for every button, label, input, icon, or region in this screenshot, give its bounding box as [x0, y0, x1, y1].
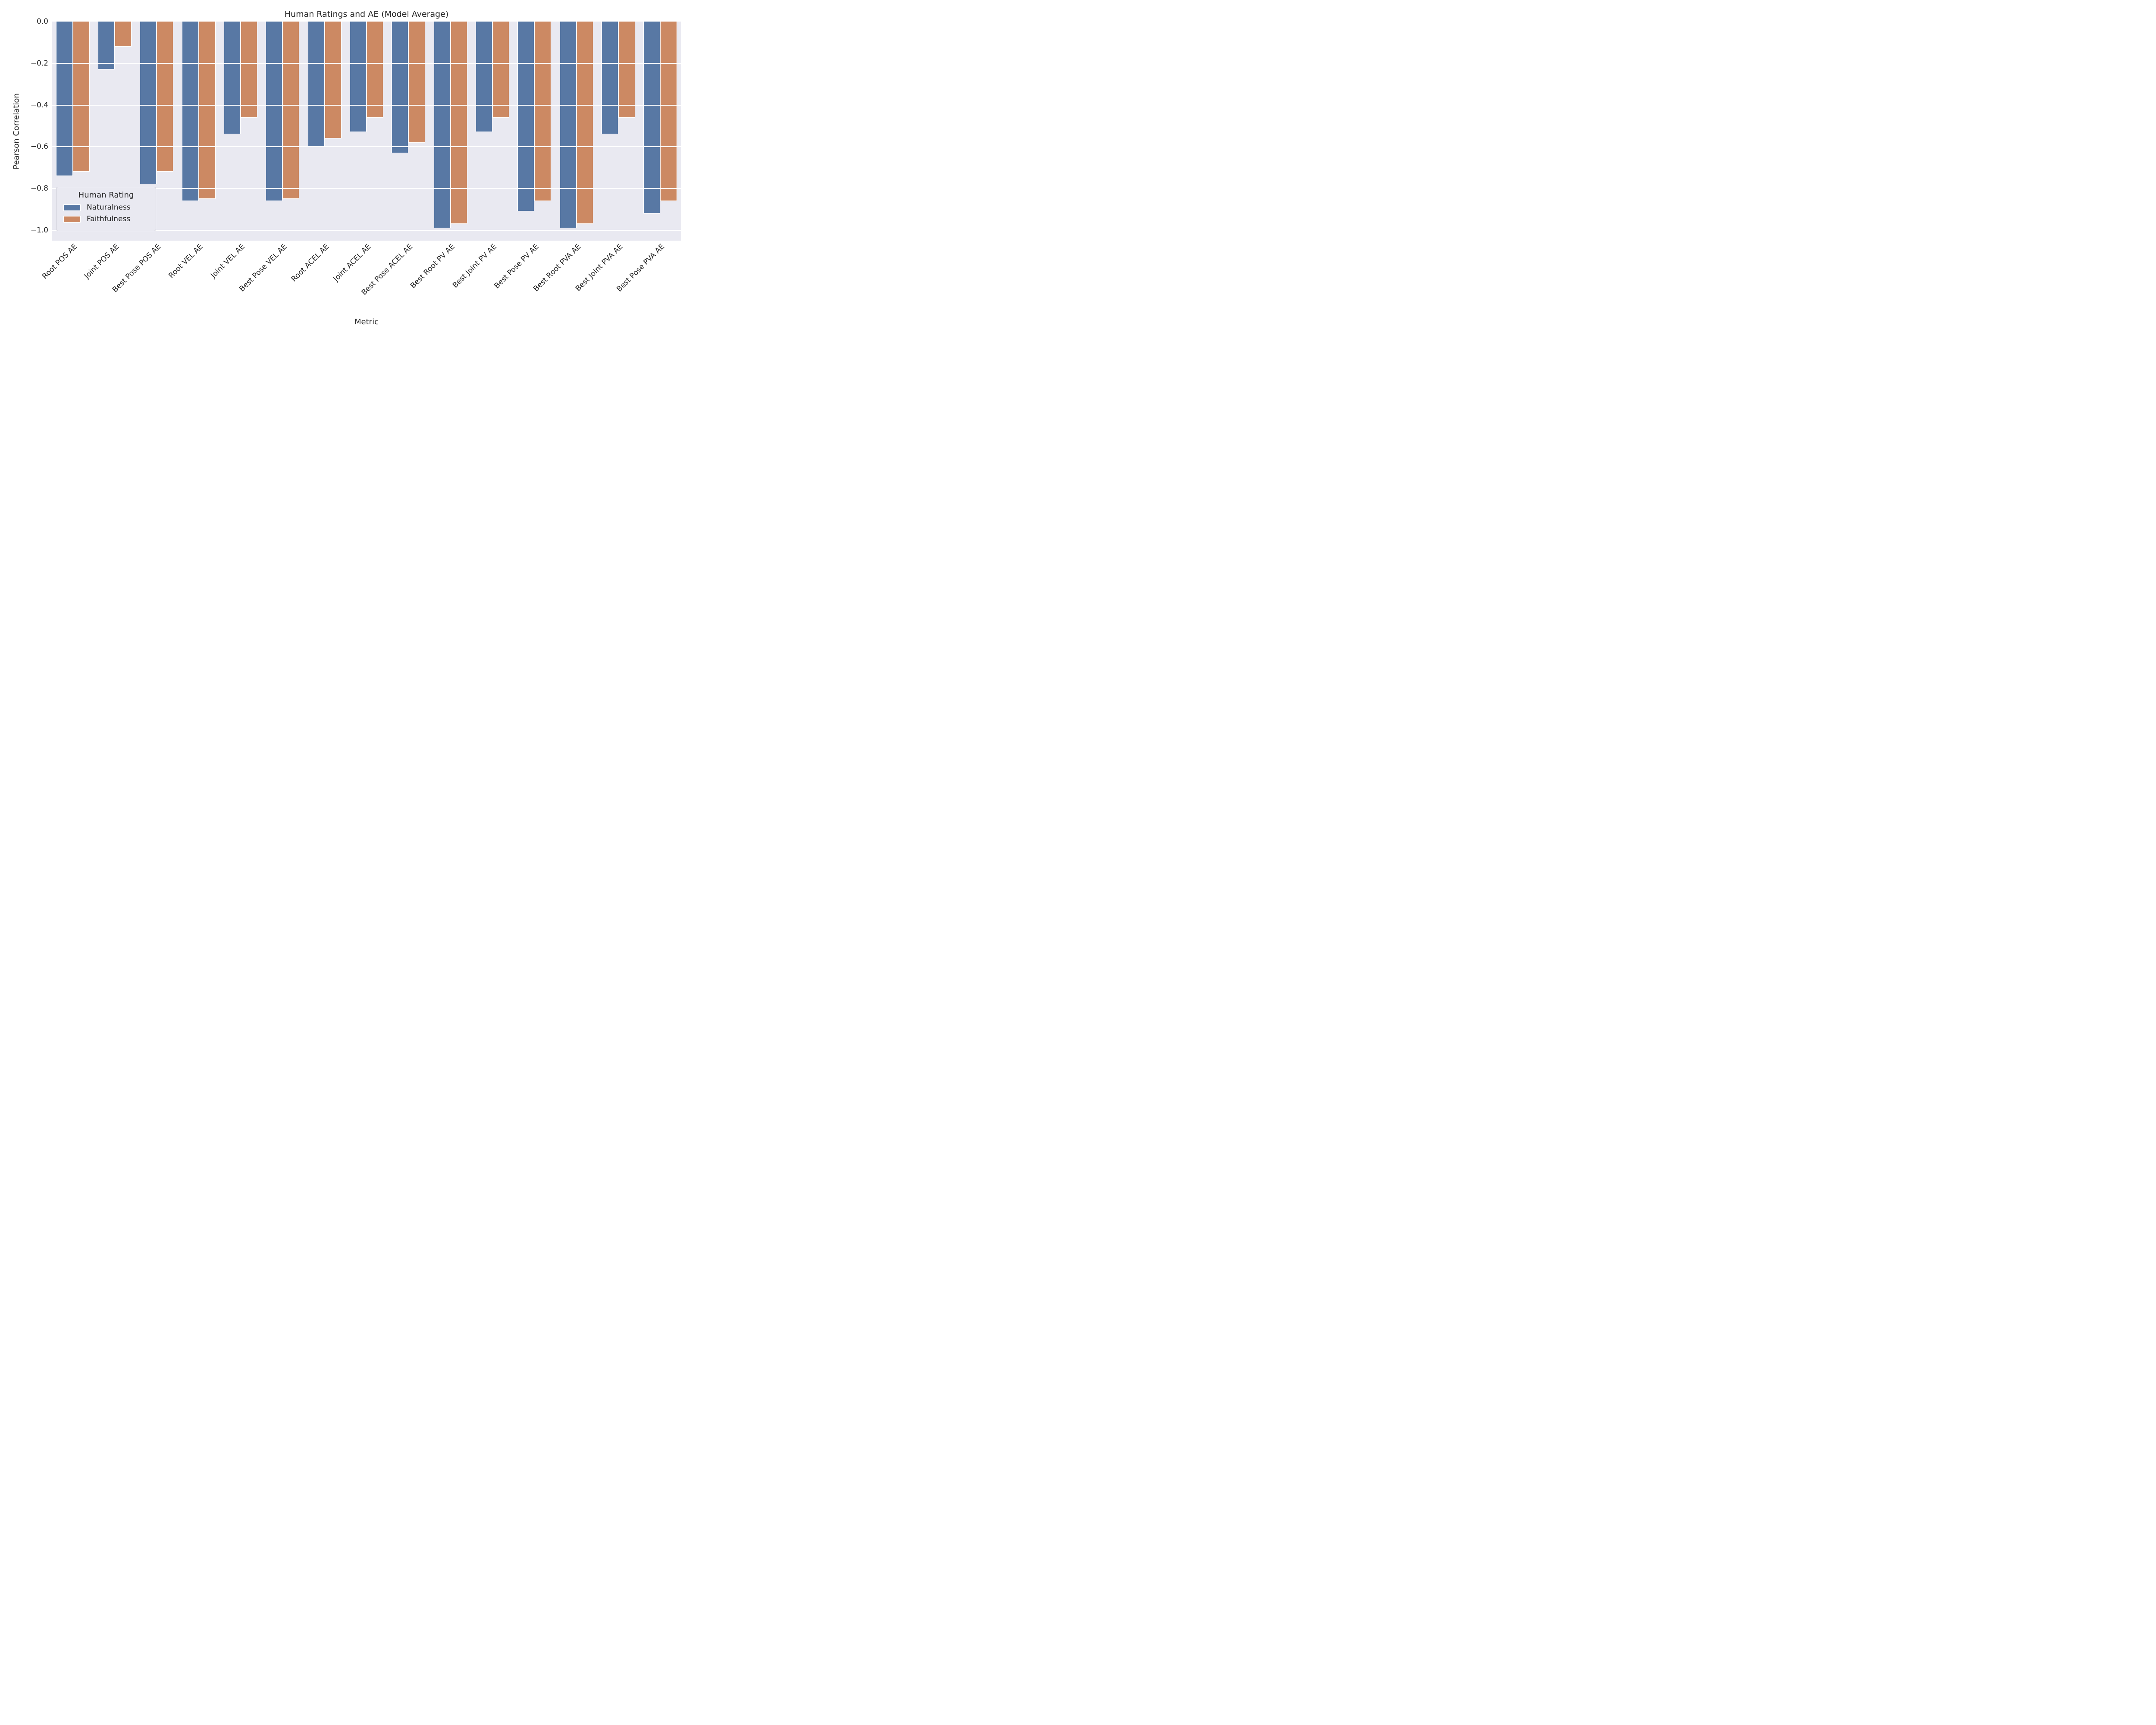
bar-naturalness-joint-vel-ae [224, 22, 241, 135]
bar-faithfulness-root-pos-ae [72, 22, 90, 172]
legend-label: Naturalness [87, 203, 131, 212]
bar-naturalness-best-pose-acel-ae [392, 22, 409, 153]
bar-faithfulness-best-root-pv-ae [450, 22, 467, 224]
bar-naturalness-joint-pos-ae [98, 22, 115, 70]
bar-naturalness-best-pose-pv-ae [517, 22, 535, 212]
bar-group-joint-vel-ae [219, 22, 261, 241]
y-axis-label: Pearson Correlation [12, 93, 21, 169]
bar-faithfulness-root-acel-ae [324, 22, 342, 138]
x-tick-label-root-acel-ae: Root ACEL AE [289, 242, 331, 284]
bar-group-best-root-pv-ae [429, 22, 471, 241]
bar-group-best-pose-vel-ae [262, 22, 304, 241]
gridline-y--0.8 [52, 188, 681, 189]
bar-faithfulness-joint-vel-ae [240, 22, 257, 118]
bar-group-best-pose-acel-ae [388, 22, 429, 241]
legend-swatch-faithfulness [63, 216, 81, 223]
bar-naturalness-best-joint-pv-ae [476, 22, 492, 132]
bar-faithfulness-best-pose-pos-ae [157, 22, 174, 172]
bar-faithfulness-joint-pos-ae [114, 22, 132, 47]
bar-groups [52, 22, 681, 241]
y-tick-label: −0.6 [30, 142, 48, 151]
x-tick-label-best-pose-pv-ae: Best Pose PV AE [492, 242, 541, 291]
bar-faithfulness-best-joint-pva-ae [618, 22, 635, 118]
bar-group-joint-acel-ae [345, 22, 387, 241]
bar-group-root-acel-ae [304, 22, 345, 241]
x-tick-label-best-pose-vel-ae: Best Pose VEL AE [238, 242, 289, 294]
gridline-y--0.6 [52, 146, 681, 147]
chart-title: Human Ratings and AE (Model Average) [284, 9, 449, 19]
bar-naturalness-best-pose-pos-ae [140, 22, 157, 185]
bar-group-best-root-pva-ae [555, 22, 597, 241]
bar-group-joint-pos-ae [94, 22, 135, 241]
legend-entry-naturalness: Naturalness [63, 203, 151, 212]
bar-naturalness-root-vel-ae [182, 22, 199, 201]
y-tick-label: −0.2 [30, 59, 48, 68]
x-tick-label-root-pos-ae: Root POS AE [40, 242, 79, 281]
bar-faithfulness-best-pose-acel-ae [408, 22, 426, 143]
bar-faithfulness-best-joint-pv-ae [492, 22, 509, 118]
bar-group-best-pose-pv-ae [514, 22, 555, 241]
legend: Human Rating Naturalness Faithfulness [56, 187, 156, 231]
bar-naturalness-joint-acel-ae [350, 22, 367, 132]
bar-group-best-pose-pva-ae [639, 22, 681, 241]
plot-area [52, 22, 681, 241]
bar-faithfulness-root-vel-ae [198, 22, 216, 199]
bar-faithfulness-best-root-pva-ae [576, 22, 593, 224]
legend-label: Faithfulness [87, 215, 131, 223]
bar-naturalness-root-pos-ae [56, 22, 73, 176]
bar-naturalness-best-pose-pva-ae [643, 22, 661, 214]
bar-naturalness-best-root-pva-ae [559, 22, 577, 228]
bar-naturalness-root-acel-ae [307, 22, 325, 147]
legend-entry-faithfulness: Faithfulness [63, 215, 151, 223]
bar-group-best-joint-pva-ae [597, 22, 639, 241]
x-axis-label: Metric [354, 317, 379, 326]
bar-naturalness-best-joint-pva-ae [601, 22, 618, 135]
x-tick-label-root-vel-ae: Root VEL AE [167, 242, 205, 280]
bar-group-root-vel-ae [178, 22, 219, 241]
x-tick-label-joint-vel-ae: Joint VEL AE [209, 242, 247, 280]
gridline-y--0.4 [52, 104, 681, 106]
x-tick-label-best-root-pv-ae: Best Root PV AE [409, 242, 457, 290]
gridline-y--1 [52, 229, 681, 231]
legend-entries: Naturalness Faithfulness [61, 203, 151, 223]
legend-swatch-naturalness [63, 204, 81, 211]
x-tick-label-joint-pos-ae: Joint POS AE [82, 242, 121, 281]
y-tick-label: −1.0 [30, 226, 48, 235]
bar-naturalness-best-root-pv-ae [433, 22, 451, 228]
legend-title: Human Rating [78, 191, 134, 200]
bar-faithfulness-best-pose-pv-ae [534, 22, 552, 201]
x-tick-label-best-joint-pv-ae: Best Joint PV AE [451, 242, 499, 290]
x-tick-label-joint-acel-ae: Joint ACEL AE [332, 242, 373, 283]
bar-faithfulness-best-pose-pva-ae [660, 22, 677, 201]
bar-group-best-joint-pv-ae [471, 22, 513, 241]
y-tick-label: 0.0 [36, 17, 48, 26]
y-tick-label: −0.8 [30, 184, 48, 193]
bar-naturalness-best-pose-vel-ae [266, 22, 283, 201]
x-tick-labels: Root POS AE Joint POS AE Best Pose POS AE R… [41, 242, 681, 320]
bar-faithfulness-joint-acel-ae [366, 22, 383, 118]
gridline-y--0.2 [52, 63, 681, 64]
y-tick-label: −0.4 [30, 100, 48, 110]
bar-faithfulness-best-pose-vel-ae [282, 22, 300, 199]
figure: Human Ratings and AE (Model Average) Pea… [0, 0, 690, 345]
